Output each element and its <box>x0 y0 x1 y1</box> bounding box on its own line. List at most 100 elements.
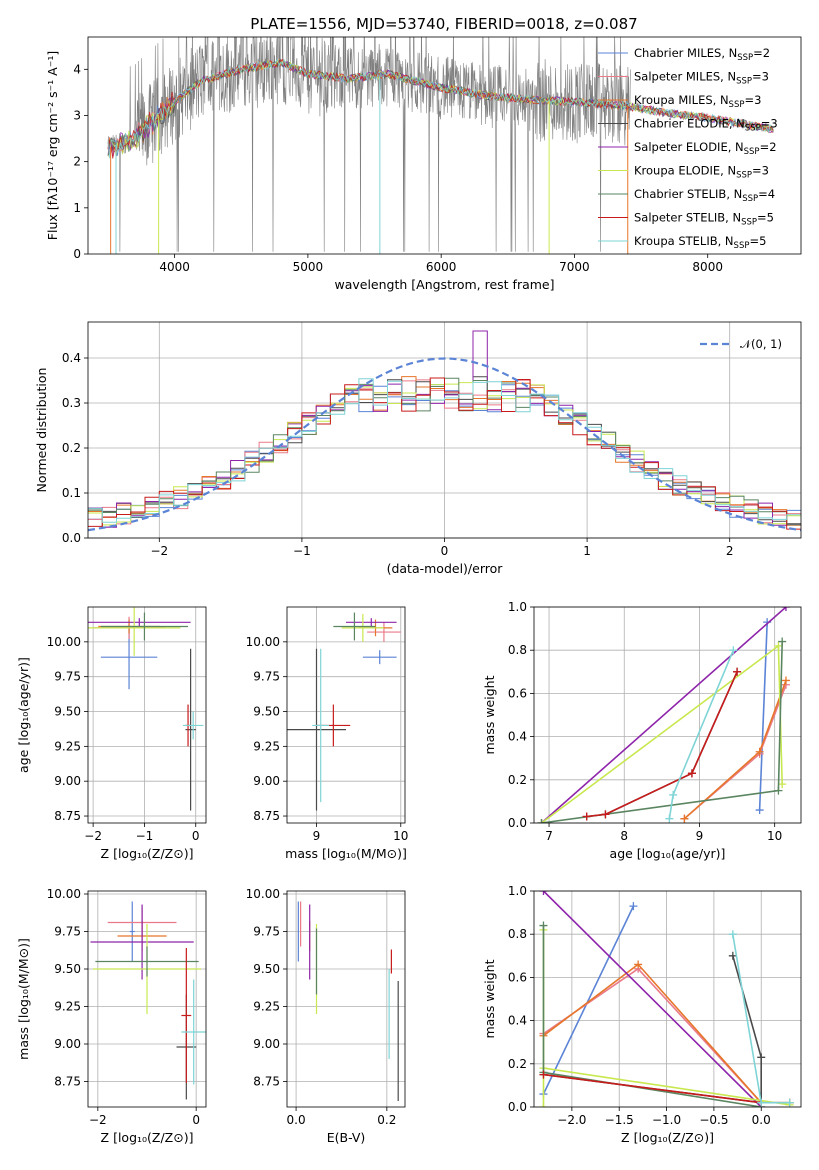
x-tick-label: 8000 <box>692 260 723 274</box>
weight-marker <box>781 676 790 685</box>
spectrum-panel: 4000 5000 6000 7000 8000 0 1 2 3 4 wavelength [Ang… <box>45 36 802 292</box>
y-tick-label: 3 <box>73 108 81 122</box>
plot-area <box>287 612 401 811</box>
y-tick-label: 0.0 <box>62 531 81 545</box>
weight-marker <box>755 747 764 756</box>
y-tick-label: 9.75 <box>253 670 280 684</box>
y-tick-label: 9.25 <box>253 1000 280 1014</box>
x-tick-label: 9 <box>696 829 704 843</box>
x-tick-label: −1 <box>293 544 311 558</box>
y-tick-label: 0.4 <box>508 730 527 744</box>
y-tick-label: 0.0 <box>508 1100 527 1114</box>
x-tick-label: 7000 <box>559 260 590 274</box>
y-tick-label: 9.00 <box>253 1037 280 1051</box>
x-tick-label: 0.2 <box>377 1113 396 1127</box>
mass-vs-metallicity-panel: −2 0 8.75 9.00 9.25 9.50 9.75 10.00 Z [log₁₀(Z/Z… <box>16 887 207 1145</box>
y-tick-label: 9.75 <box>54 925 81 939</box>
legend-entry: Chabrier MILES, NSSP=2 <box>634 46 770 63</box>
x-axis-label: mass [log₁₀(M/M⊙)] <box>285 846 407 861</box>
weight-line-7 <box>586 671 738 818</box>
axes-frame <box>286 890 406 1108</box>
plot-area <box>537 607 790 823</box>
weight-marker <box>774 641 783 650</box>
weight-line-3 <box>543 955 762 1104</box>
x-tick-label: 5000 <box>293 260 324 274</box>
x-tick-label: −0.5 <box>699 1113 728 1127</box>
mass-weight-vs-metallicity-panel: −2.0 −1.5 −1.0 −0.5 0.0 0.0 0.2 0.4 0.6 0.8 1.0 Z [… <box>482 884 802 1145</box>
y-tick-label: 9.00 <box>54 774 81 788</box>
residual-histogram-panel: −2 −1 0 1 2 0.0 0.1 0.2 0.3 0.4 (data-model)/error… <box>34 321 802 576</box>
age-vs-metallicity-panel: −2 −1 0 8.75 9.00 9.25 9.50 9.75 10.00 Z [log₁₀(Z… <box>16 606 207 861</box>
weight-line-8 <box>668 649 735 819</box>
legend-entry: 𝒩(0, 1) <box>740 337 782 351</box>
plot-area <box>88 607 204 811</box>
y-tick-label: 9.50 <box>54 962 81 976</box>
x-tick-label: 9 <box>313 829 321 843</box>
normal-curve <box>88 357 801 532</box>
y-tick-label: 8.75 <box>54 809 81 823</box>
y-axis-label: Normed distribution <box>34 368 49 493</box>
weight-marker <box>634 960 643 969</box>
x-tick-label: −1.0 <box>652 1113 681 1127</box>
axes-frame <box>87 606 207 824</box>
y-tick-label: 0.0 <box>508 816 527 830</box>
y-tick-label: 0.2 <box>508 1057 527 1071</box>
age-vs-mass-panel: 9 10 8.75 9.00 9.25 9.50 9.75 10.00 mass [log₁₀(… <box>246 606 408 861</box>
x-tick-label: 2 <box>726 544 734 558</box>
axes-frame <box>87 36 802 255</box>
x-tick-label: −2.0 <box>557 1113 586 1127</box>
weight-marker <box>687 769 696 778</box>
y-tick-label: 2 <box>73 155 81 169</box>
weight-marker <box>774 786 783 795</box>
figure-title: PLATE=1556, MJD=53740, FIBERID=0018, z=0… <box>250 15 637 33</box>
x-tick-label: −2 <box>150 544 168 558</box>
y-tick-label: 10.00 <box>47 887 81 901</box>
x-axis-label: E(B-V) <box>327 1130 366 1145</box>
y-tick-label: 0.2 <box>508 773 527 787</box>
legend-entry: Kroupa ELODIE, NSSP=3 <box>634 164 769 181</box>
weight-marker <box>539 891 548 895</box>
legend-entry: Salpeter MILES, NSSP=3 <box>634 70 769 87</box>
mass-weight-vs-age-panel: 7 8 9 10 0.0 0.2 0.4 0.6 0.8 1.0 age [log₁₀(age/yr… <box>482 600 802 861</box>
x-tick-label: −2 <box>84 829 102 843</box>
weight-marker <box>785 1098 794 1107</box>
x-tick-label: 4000 <box>159 260 190 274</box>
y-tick-label: 0.6 <box>508 970 527 984</box>
legend-entry: Chabrier ELODIE, NSSP=3 <box>634 117 778 134</box>
x-tick-label: 7 <box>545 829 553 843</box>
y-tick-label: 1.0 <box>508 600 527 614</box>
axes-frame <box>533 606 802 824</box>
y-axis-label: Flux [fλ10⁻¹⁷ erg cm⁻² s⁻¹ A⁻¹] <box>45 51 60 240</box>
y-tick-label: 0.8 <box>508 643 527 657</box>
x-tick-label: 0 <box>192 1113 200 1127</box>
weight-marker <box>778 780 787 789</box>
y-tick-label: 0 <box>73 247 81 261</box>
y-tick-label: 9.50 <box>253 705 280 719</box>
plot-area <box>88 330 801 532</box>
weight-marker <box>669 790 678 799</box>
model-spectrum-7 <box>107 58 774 159</box>
y-axis-label: mass [log₁₀(M/M⊙)] <box>16 938 31 1060</box>
weight-marker <box>729 646 738 655</box>
weight-marker <box>629 902 638 911</box>
weight-marker <box>733 667 742 676</box>
weight-marker <box>537 819 546 823</box>
y-tick-label: 0.2 <box>62 441 81 455</box>
y-tick-label: 9.75 <box>54 670 81 684</box>
y-tick-label: 9.50 <box>54 705 81 719</box>
weight-line-0 <box>758 622 768 811</box>
weight-marker <box>781 607 790 611</box>
plot-area <box>90 901 206 1100</box>
y-axis-label: mass weight <box>482 675 497 754</box>
weight-line-6 <box>542 925 762 1107</box>
weight-marker <box>539 1103 548 1107</box>
weight-marker <box>539 921 548 930</box>
y-tick-label: 8.75 <box>253 1075 280 1089</box>
plot-area <box>539 891 794 1107</box>
x-axis-label: Z [log₁₀(Z/Z⊙)] <box>101 846 194 861</box>
x-tick-label: 6000 <box>426 260 457 274</box>
observed-spectrum <box>107 37 631 252</box>
x-axis-label: (data-model)/error <box>387 561 504 576</box>
x-tick-label: −2 <box>89 1113 107 1127</box>
y-tick-label: 1.0 <box>508 884 527 898</box>
